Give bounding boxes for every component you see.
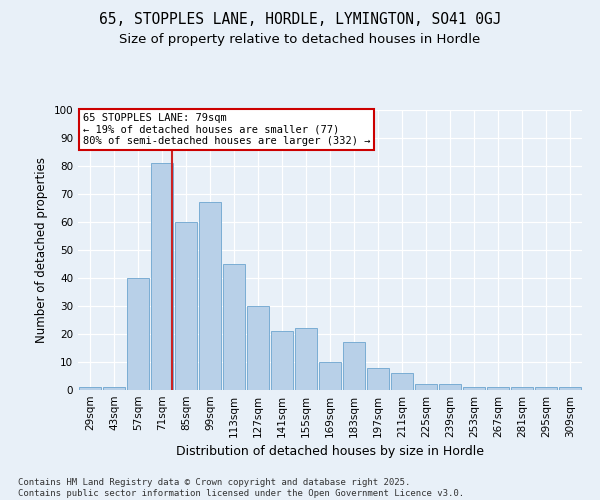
Bar	[295, 328, 317, 390]
Bar	[79, 387, 101, 390]
Bar	[103, 387, 125, 390]
Bar	[271, 331, 293, 390]
Bar	[343, 342, 365, 390]
Text: 65, STOPPLES LANE, HORDLE, LYMINGTON, SO41 0GJ: 65, STOPPLES LANE, HORDLE, LYMINGTON, SO…	[99, 12, 501, 28]
Bar	[415, 384, 437, 390]
Bar	[463, 387, 485, 390]
Bar	[511, 387, 533, 390]
Bar	[487, 387, 509, 390]
Text: Size of property relative to detached houses in Hordle: Size of property relative to detached ho…	[119, 32, 481, 46]
Bar	[247, 306, 269, 390]
Text: 65 STOPPLES LANE: 79sqm
← 19% of detached houses are smaller (77)
80% of semi-de: 65 STOPPLES LANE: 79sqm ← 19% of detache…	[83, 113, 371, 146]
Bar	[175, 222, 197, 390]
X-axis label: Distribution of detached houses by size in Hordle: Distribution of detached houses by size …	[176, 446, 484, 458]
Bar	[559, 387, 581, 390]
Bar	[319, 362, 341, 390]
Bar	[391, 373, 413, 390]
Y-axis label: Number of detached properties: Number of detached properties	[35, 157, 48, 343]
Bar	[199, 202, 221, 390]
Bar	[151, 163, 173, 390]
Bar	[439, 384, 461, 390]
Bar	[127, 278, 149, 390]
Bar	[223, 264, 245, 390]
Bar	[367, 368, 389, 390]
Bar	[535, 387, 557, 390]
Text: Contains HM Land Registry data © Crown copyright and database right 2025.
Contai: Contains HM Land Registry data © Crown c…	[18, 478, 464, 498]
